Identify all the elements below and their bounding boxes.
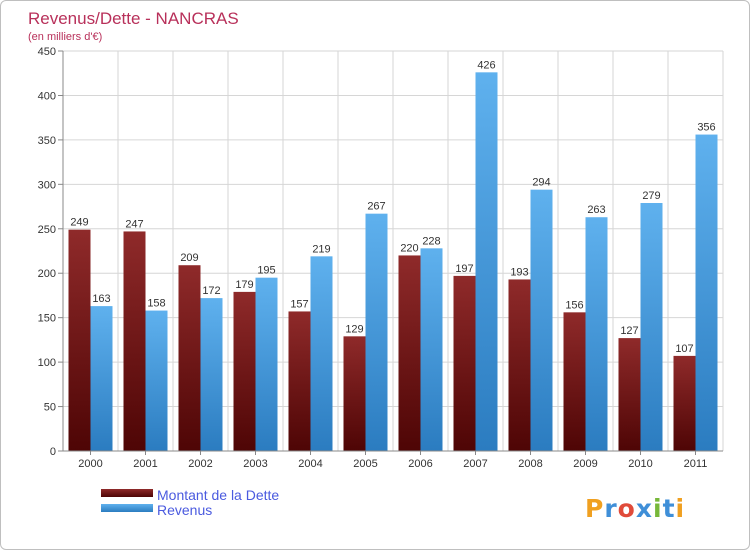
data-label-revenus-2002: 172	[202, 285, 220, 297]
x-tick-label-2000: 2000	[78, 458, 102, 470]
y-tick-label-50: 50	[44, 402, 56, 414]
x-tick-label-2006: 2006	[408, 458, 432, 470]
data-label-revenus-2007: 426	[477, 59, 495, 71]
data-label-dette-2002: 209	[180, 252, 198, 264]
bar-dette-2002	[178, 265, 201, 451]
x-tick-label-2005: 2005	[353, 458, 377, 470]
data-label-dette-2008: 193	[510, 266, 528, 278]
bars	[68, 72, 718, 452]
bar-dette-2009	[563, 312, 586, 451]
y-tick-label-250: 250	[38, 224, 56, 236]
y-tick-label-300: 300	[38, 179, 56, 191]
x-tick-label-2001: 2001	[133, 458, 157, 470]
x-tick-label-2003: 2003	[243, 458, 267, 470]
data-label-dette-2003: 179	[235, 279, 253, 291]
y-axis-ticks: 0 50 100 150 200 250 300 350 400 450	[38, 46, 63, 458]
data-label-dette-2001: 247	[125, 218, 143, 230]
data-label-dette-2011: 107	[675, 343, 693, 355]
data-label-revenus-2010: 279	[642, 190, 660, 202]
chart-title: Revenus/Dette - NANCRAS	[28, 9, 239, 28]
data-label-revenus-2004: 219	[312, 243, 330, 255]
data-label-dette-2007: 197	[455, 263, 473, 275]
data-label-revenus-2000: 163	[92, 293, 110, 305]
proxiti-logo: Proxiti	[585, 494, 685, 523]
data-label-revenus-2003: 195	[257, 265, 275, 277]
data-label-revenus-2009: 263	[587, 204, 605, 216]
data-label-revenus-2005: 267	[367, 201, 385, 213]
x-tick-label-2008: 2008	[518, 458, 542, 470]
legend-label-dette: Montant de la Dette	[157, 487, 279, 503]
legend-label-revenus: Revenus	[157, 502, 212, 518]
grid-lines	[62, 50, 724, 451]
x-tick-label-2004: 2004	[298, 458, 322, 470]
y-tick-label-450: 450	[38, 46, 56, 58]
data-label-revenus-2001: 158	[147, 298, 165, 310]
data-labels: 249 163 247 158 209 172 179 195 157 219 129 267 220 2…	[70, 59, 715, 355]
data-label-revenus-2006: 228	[422, 235, 440, 247]
y-tick-label-100: 100	[38, 357, 56, 369]
bar-revenus-2005	[365, 213, 388, 451]
bar-dette-2004	[288, 311, 311, 451]
bar-revenus-2004	[310, 256, 333, 451]
x-tick-label-2011: 2011	[684, 458, 708, 470]
bar-revenus-2003	[255, 277, 278, 451]
data-label-dette-2009: 156	[565, 299, 583, 311]
y-tick-label-0: 0	[50, 446, 56, 458]
bar-revenus-2011	[695, 134, 718, 452]
bar-dette-2008	[508, 279, 531, 451]
legend-swatch-revenus	[101, 504, 153, 512]
data-label-dette-2004: 157	[290, 298, 308, 310]
bar-dette-2010	[618, 338, 641, 451]
x-tick-label-2009: 2009	[573, 458, 597, 470]
data-label-revenus-2008: 294	[532, 177, 550, 189]
x-tick-label-2002: 2002	[188, 458, 212, 470]
chart-subtitle: (en milliers d'€)	[28, 31, 102, 43]
x-tick-label-2010: 2010	[628, 458, 652, 470]
bar-dette-2003	[233, 291, 256, 451]
bar-revenus-2010	[640, 203, 663, 451]
data-label-dette-2000: 249	[70, 217, 88, 229]
y-tick-label-350: 350	[38, 135, 56, 147]
y-tick-label-400: 400	[38, 90, 56, 102]
legend-swatch-dette	[101, 489, 153, 497]
bar-revenus-2008	[530, 189, 553, 451]
bar-dette-2000	[68, 229, 91, 451]
bar-revenus-2002	[200, 298, 223, 451]
bar-dette-2011	[673, 355, 696, 451]
bar-dette-2006	[398, 255, 421, 451]
data-label-dette-2006: 220	[400, 242, 418, 254]
bar-revenus-2000	[90, 306, 113, 451]
data-label-dette-2005: 129	[345, 323, 363, 335]
x-axis-ticks: 2000 2001 2002 2003 2004 2005 2006 2007 2008 2009…	[78, 451, 707, 470]
legend: Montant de la Dette Revenus	[101, 487, 279, 518]
y-tick-label-200: 200	[38, 268, 56, 280]
bar-revenus-2006	[420, 248, 443, 451]
data-label-revenus-2011: 356	[697, 122, 715, 134]
bar-revenus-2007	[475, 72, 498, 451]
bar-revenus-2009	[585, 217, 608, 451]
bar-dette-2005	[343, 336, 366, 451]
y-tick-label-150: 150	[38, 313, 56, 325]
x-tick-label-2007: 2007	[463, 458, 487, 470]
bar-dette-2007	[453, 275, 476, 451]
data-label-dette-2010: 127	[620, 325, 638, 337]
bar-dette-2001	[123, 231, 146, 451]
bar-revenus-2001	[145, 310, 168, 451]
